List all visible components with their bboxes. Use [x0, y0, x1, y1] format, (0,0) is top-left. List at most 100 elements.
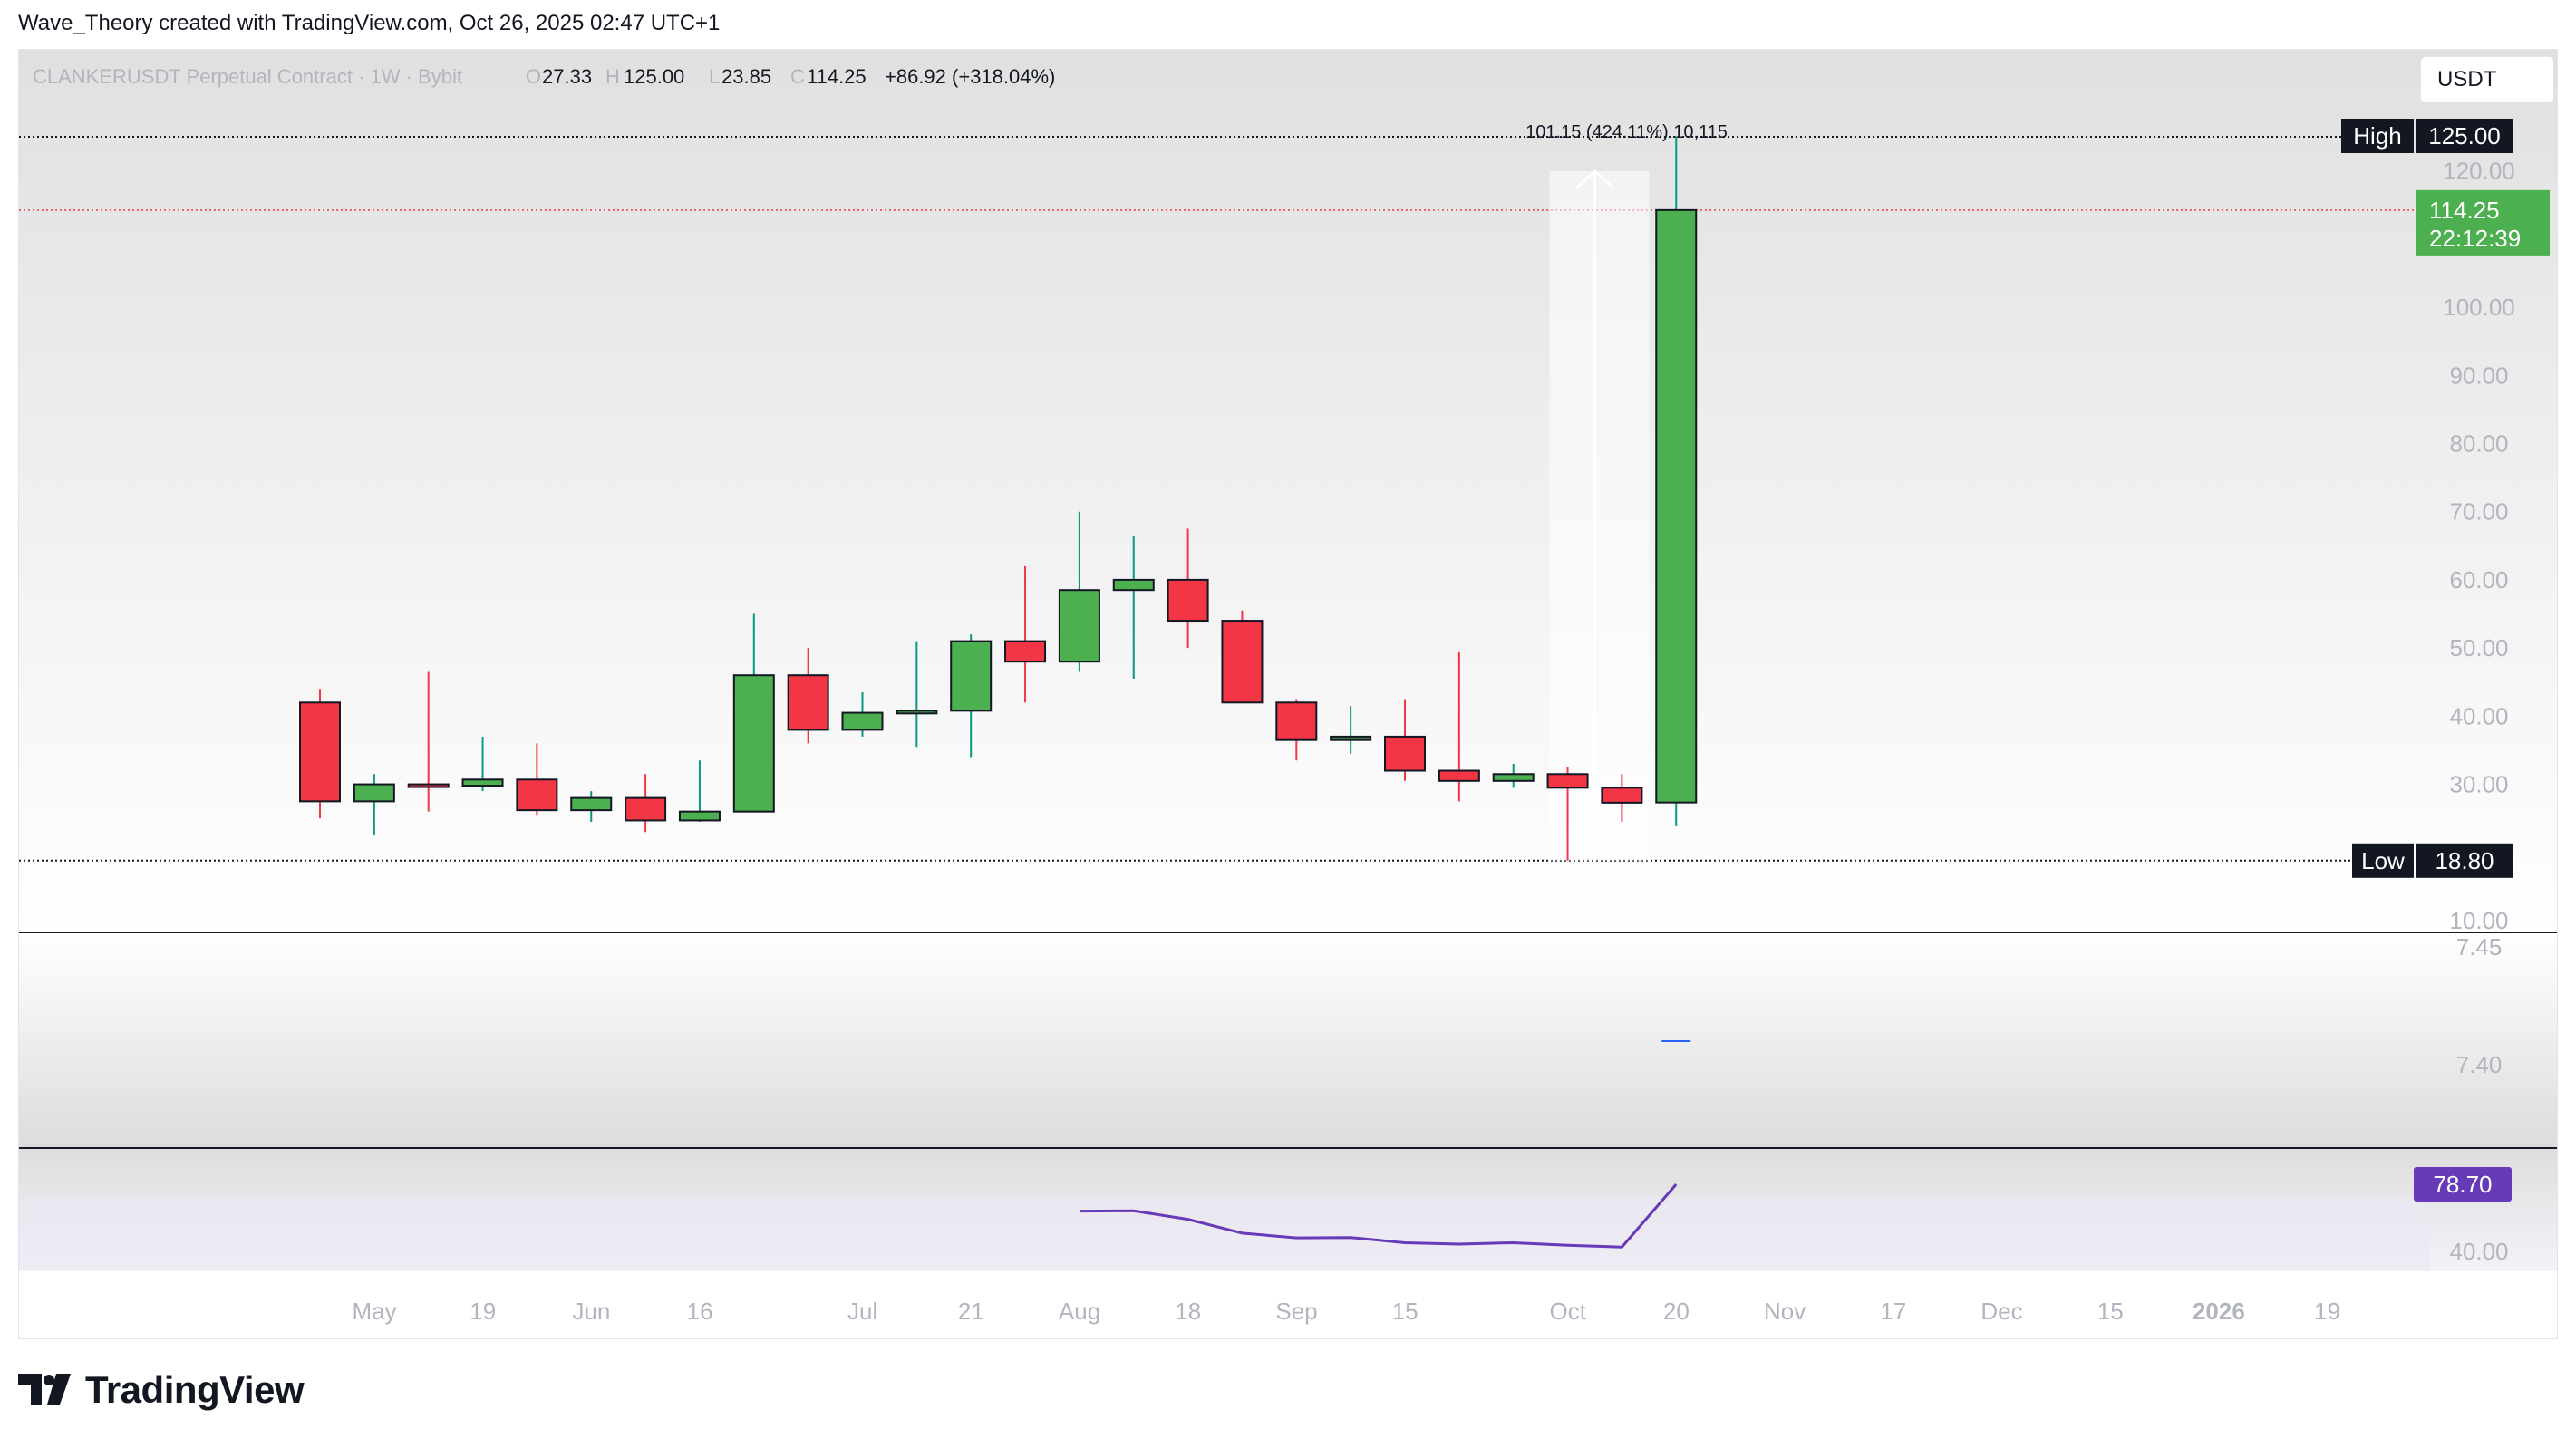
measure-label: 101.15 (424.11%) 10,115: [1525, 122, 1728, 142]
candle-body: [353, 783, 395, 803]
legend-close-label: C: [790, 65, 805, 88]
high-marker-value: 125.00: [2428, 122, 2501, 150]
tradingview-logo-text: TradingView: [85, 1368, 305, 1411]
time-axis-label: Nov: [1764, 1298, 1806, 1325]
candle-body: [950, 640, 993, 712]
time-axis-label: Jul: [847, 1298, 877, 1325]
time-axis-label: 15: [2097, 1298, 2124, 1325]
last-price-countdown: 22:12:39: [2429, 225, 2521, 252]
price-axis-label: 10.00: [2449, 907, 2508, 934]
main-pane-background: [19, 50, 2557, 932]
legend-open-label: O: [526, 65, 541, 88]
price-axis-label: 50.00: [2449, 634, 2508, 661]
candle-body: [516, 778, 558, 812]
candle-body: [1601, 787, 1643, 804]
candle-body: [570, 796, 613, 812]
volume-axis-label: 7.45: [2456, 933, 2503, 961]
legend-low-value: 23.85: [721, 65, 771, 88]
price-axis-label: 70.00: [2449, 498, 2508, 526]
rsi-line: [1079, 1183, 1678, 1249]
time-axis-label: Oct: [1549, 1298, 1586, 1325]
chart-frame: [18, 49, 2558, 1339]
candle-body: [461, 778, 504, 787]
price-axis-label: 120.00: [2443, 158, 2515, 185]
candle-body: [1546, 773, 1589, 789]
price-axis-label: 60.00: [2449, 566, 2508, 594]
tradingview-logo[interactable]: TradingView: [18, 1368, 305, 1412]
legend-ohlc: O 27.33 H 125.00 L 23.85 C 114.25 +86.92…: [526, 65, 1055, 88]
time-axis-label: 19: [2314, 1298, 2340, 1325]
rsi-last-value-badge: [2414, 1167, 2512, 1202]
attribution-text: Wave_Theory created with TradingView.com…: [18, 11, 721, 35]
last-price-badge: [2416, 189, 2550, 256]
candle-body: [299, 701, 341, 803]
candle-body: [1058, 589, 1100, 663]
rsi-pane: 40.00 78.70: [1079, 1167, 2512, 1265]
legend-close-value: 114.25: [807, 65, 867, 88]
volume-axis-label: 7.40: [2456, 1051, 2503, 1078]
legend-high-value: 125.00: [624, 65, 684, 88]
price-axis-label: 30.00: [2449, 771, 2508, 798]
high-marker-label: High: [2353, 122, 2401, 150]
price-axis[interactable]: 120.00 100.00 90.00 80.00 70.00 60.00 50.00 40.…: [2443, 158, 2515, 934]
candle-body: [1655, 208, 1698, 804]
time-axis-label: 16: [687, 1298, 713, 1325]
currency-button[interactable]: USDT: [2420, 56, 2554, 103]
price-axis-label: 100.00: [2443, 294, 2515, 321]
time-axis-label: Dec: [1980, 1298, 2022, 1325]
candle-body: [1167, 578, 1209, 623]
legend-high-label: H: [605, 65, 620, 88]
tradingview-logo-icon: [18, 1374, 71, 1405]
high-marker-label-bg: [2341, 119, 2414, 153]
candle-body: [841, 711, 884, 731]
time-axis-label: May: [352, 1298, 396, 1325]
rsi-last-value: 78.70: [2433, 1171, 2492, 1198]
measure-arrow-head: [1575, 169, 1614, 189]
price-axis-label: 90.00: [2449, 362, 2508, 389]
volume-pane-background: [19, 933, 2557, 1147]
time-axis-label: 21: [958, 1298, 984, 1325]
legend-symbol[interactable]: CLANKERUSDT Perpetual Contract · 1W · By…: [33, 65, 462, 88]
low-marker-value: 18.80: [2435, 847, 2494, 874]
time-axis-label: 2026: [2193, 1298, 2245, 1325]
candle-body: [1221, 620, 1264, 704]
volume-pane: 7.45 7.40: [1661, 933, 2502, 1078]
time-axis[interactable]: May 19 Jun 16 Jul 21 Aug 18 Sep 15 Oct 20 Nov 17 Dec 15…: [352, 1298, 2340, 1325]
rsi-band: [19, 1198, 2430, 1270]
measure-area: [1549, 170, 1650, 861]
candle-body: [1112, 578, 1155, 592]
time-axis-label: Sep: [1275, 1298, 1317, 1325]
price-axis-label: 40.00: [2449, 702, 2508, 729]
candles: [299, 137, 1698, 861]
time-axis-label: Jun: [572, 1298, 610, 1325]
candle-body: [1275, 701, 1318, 741]
last-price-value: 114.25: [2429, 197, 2500, 224]
time-axis-label: 19: [470, 1298, 496, 1325]
time-axis-label: 17: [1880, 1298, 1906, 1325]
time-axis-label: 18: [1175, 1298, 1201, 1325]
candle-body: [1330, 735, 1372, 741]
low-marker-label: Low: [2361, 847, 2405, 874]
reference-lines: [19, 136, 2420, 862]
high-marker-value-bg: [2416, 119, 2513, 153]
candle-body: [678, 810, 721, 822]
candle-body: [407, 783, 450, 788]
legend-low-label: L: [709, 65, 720, 88]
candle-body: [1492, 773, 1535, 782]
time-axis-label: 20: [1663, 1298, 1690, 1325]
candle-body: [1384, 735, 1426, 772]
candle-body: [625, 796, 667, 822]
legend-open-value: 27.33: [542, 65, 592, 88]
rsi-axis-label: 40.00: [2449, 1238, 2508, 1265]
low-marker-value-bg: [2416, 843, 2513, 878]
low-marker-label-bg: [2352, 843, 2414, 878]
legend-change: +86.92 (+318.04%): [885, 65, 1055, 88]
candle-body: [1004, 640, 1047, 663]
price-axis-label: 80.00: [2449, 430, 2508, 457]
candle-body: [896, 710, 938, 715]
time-axis-label: 15: [1392, 1298, 1419, 1325]
candle-body: [732, 674, 775, 813]
candle-body: [1438, 769, 1480, 782]
